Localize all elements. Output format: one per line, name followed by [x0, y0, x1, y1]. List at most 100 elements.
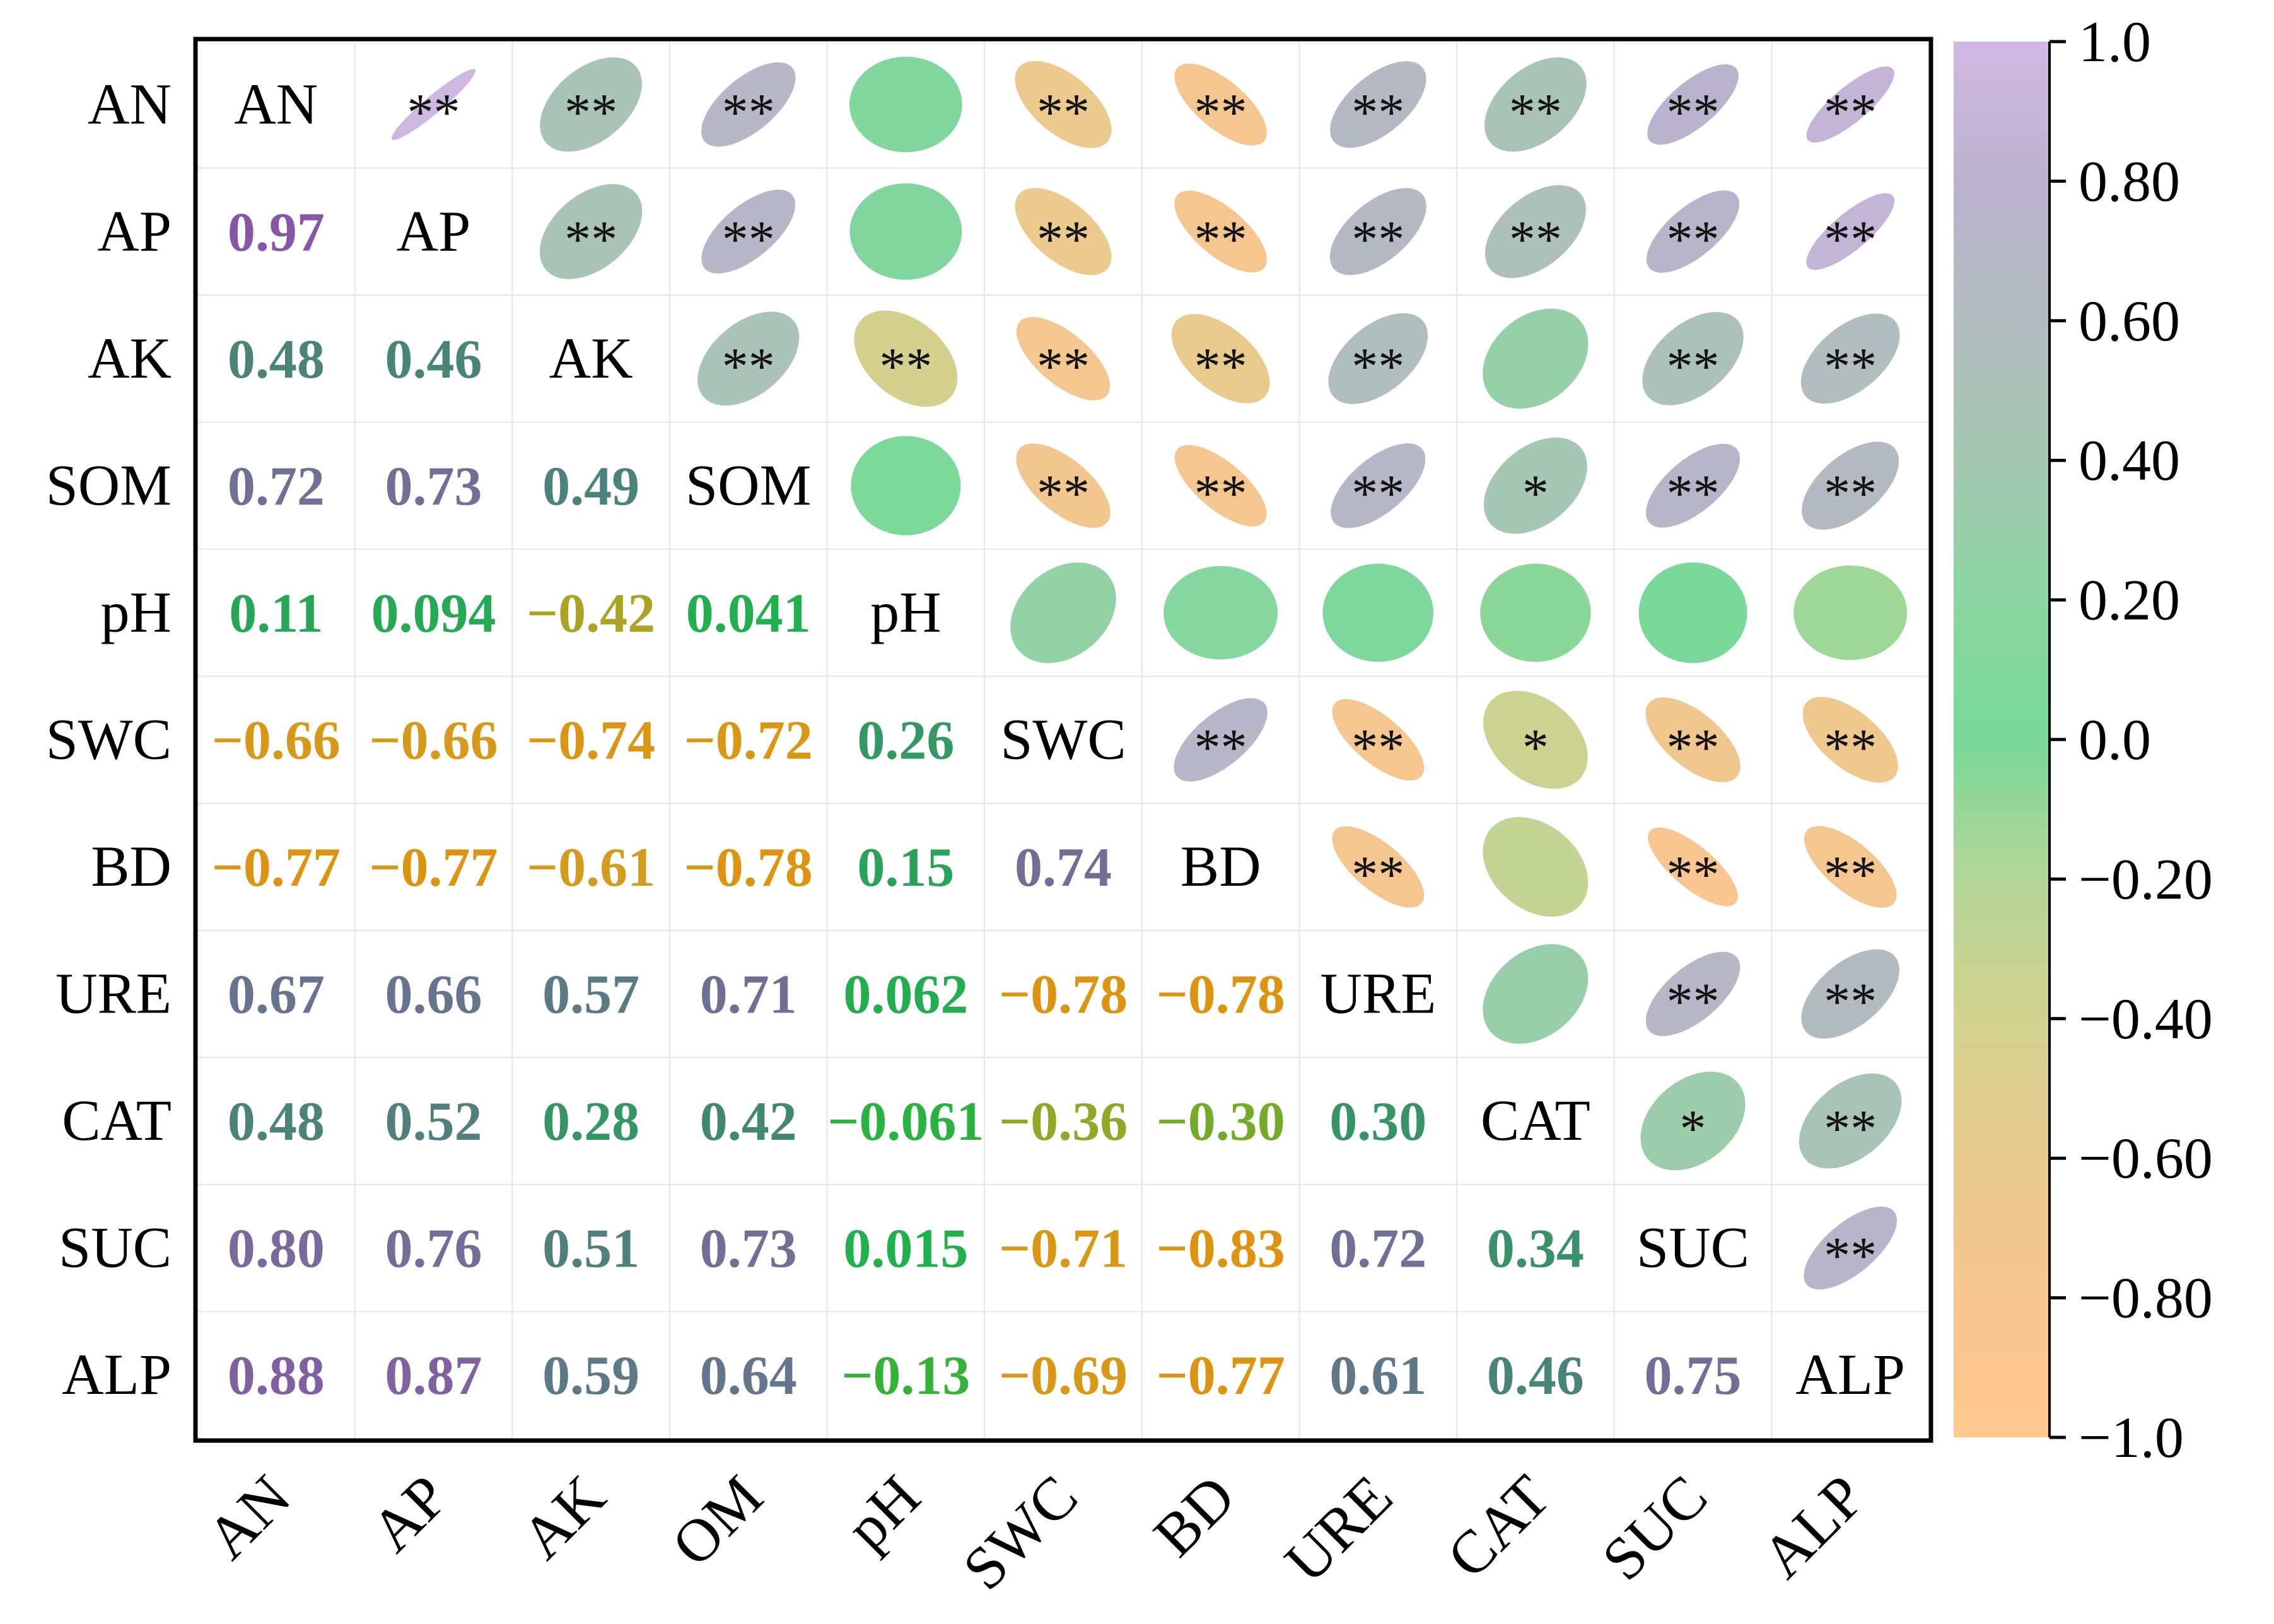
- correlation-ellipse: [1483, 817, 1589, 917]
- correlation-ellipse: [391, 69, 475, 141]
- colorbar-tick-label: 1.0: [2079, 9, 2151, 74]
- colorbar-tick-label: 0.80: [2079, 149, 2180, 213]
- correlation-value: 0.48: [228, 329, 325, 390]
- correlation-ellipse: [1640, 1071, 1746, 1171]
- correlation-value: −0.66: [369, 710, 498, 772]
- significance-marker: **: [1351, 845, 1404, 904]
- x-tick-label: ALP: [1749, 1462, 1877, 1591]
- correlation-ellipse: [1645, 697, 1740, 782]
- significance-marker: **: [1824, 845, 1877, 904]
- correlation-value: 0.61: [1329, 1345, 1426, 1406]
- significance-marker: **: [1037, 464, 1090, 523]
- x-tick-label: OM: [659, 1462, 776, 1579]
- correlation-value: 0.46: [385, 329, 482, 390]
- colorbar-tick-label: −0.40: [2079, 987, 2213, 1051]
- x-tick-label: AN: [194, 1462, 303, 1572]
- correlation-ellipse: [1647, 64, 1739, 145]
- significance-marker: **: [1824, 337, 1877, 396]
- correlation-ellipse: [1174, 63, 1267, 146]
- x-tick-label: AP: [358, 1462, 460, 1564]
- correlation-ellipse: [1332, 826, 1425, 908]
- correlation-ellipse: [1483, 690, 1588, 789]
- significance-marker: **: [407, 83, 460, 142]
- x-tick-label: pH: [833, 1462, 933, 1562]
- correlation-ellipse: [1329, 188, 1426, 276]
- correlation-value: 0.59: [542, 1345, 639, 1406]
- correlation-ellipse: [1163, 566, 1278, 660]
- correlation-ellipse: [1799, 1073, 1902, 1169]
- diagonal-label: SUC: [1636, 1215, 1749, 1280]
- correlation-ellipse: [697, 311, 800, 406]
- significance-marker: **: [1351, 464, 1404, 523]
- significance-marker: *: [1680, 1099, 1706, 1158]
- significance-marker: **: [564, 210, 617, 269]
- significance-marker: **: [1667, 83, 1720, 142]
- correlation-value: 0.72: [1329, 1219, 1426, 1280]
- significance-marker: **: [1824, 1227, 1877, 1285]
- significance-marker: **: [1667, 719, 1720, 777]
- significance-marker: **: [1824, 973, 1877, 1031]
- row-labels: AN AP AK SOM pH SWC BD URE CAT SUC ALP: [46, 72, 172, 1406]
- correlation-value: 0.67: [228, 965, 325, 1026]
- correlation-ellipse: [1645, 951, 1740, 1036]
- significance-marker: **: [1667, 845, 1720, 904]
- significance-marker: *: [1522, 464, 1549, 523]
- correlation-value: −0.42: [527, 583, 655, 644]
- correlation-ellipse: [1800, 313, 1900, 404]
- correlation-value: 0.74: [1015, 837, 1112, 898]
- correlation-value: −0.78: [999, 965, 1128, 1026]
- row-label: pH: [101, 580, 172, 644]
- correlation-ellipse: [1015, 61, 1112, 148]
- cell-labels: AN ** ** ** ** ** ** ** ** **0.97 AP ** ** ** ** ** ** **…: [212, 72, 1905, 1406]
- correlation-ellipse: [1483, 944, 1589, 1044]
- correlation-value: 0.72: [228, 456, 325, 517]
- correlation-ellipse: [1174, 190, 1267, 273]
- upper-triangle-ellipses: [391, 56, 1908, 1290]
- correlation-ellipse: [1646, 190, 1740, 273]
- significance-marker: **: [1824, 210, 1877, 269]
- correlation-value: 0.15: [857, 837, 954, 898]
- correlation-ellipse: [1480, 564, 1591, 662]
- correlation-value: −0.61: [527, 837, 655, 898]
- correlation-value: −0.83: [1157, 1219, 1285, 1280]
- x-tick-label: URE: [1272, 1462, 1405, 1595]
- correlation-ellipse: [1171, 314, 1270, 403]
- correlation-ellipse: [539, 183, 643, 279]
- diagonal-label: BD: [1181, 834, 1261, 898]
- correlation-value: −0.13: [841, 1345, 970, 1406]
- correlation-value: 0.062: [843, 965, 968, 1026]
- colorbar-tick-label: −0.20: [2079, 847, 2213, 911]
- correlation-value: 0.49: [542, 456, 639, 517]
- significance-marker: **: [1667, 210, 1720, 269]
- row-label: AN: [88, 72, 172, 136]
- correlation-ellipse: [701, 189, 796, 274]
- correlation-value: −0.72: [684, 710, 813, 772]
- correlation-value: −0.71: [999, 1219, 1128, 1280]
- correlation-value: −0.66: [212, 710, 341, 772]
- correlation-value: 0.48: [228, 1091, 325, 1152]
- significance-marker: **: [1194, 337, 1247, 396]
- correlation-value: −0.77: [1157, 1345, 1285, 1406]
- correlation-ellipse: [1484, 57, 1587, 152]
- diagonal-label: CAT: [1481, 1088, 1590, 1152]
- correlation-value: 0.28: [542, 1091, 639, 1152]
- correlation-ellipse: [1015, 188, 1112, 276]
- correlation-ellipse: [1648, 827, 1738, 907]
- diagonal-label: AK: [549, 326, 633, 390]
- significance-marker: **: [879, 337, 932, 396]
- correlation-ellipse: [849, 183, 962, 280]
- correlation-value: 0.26: [857, 710, 954, 772]
- correlation-value: 0.73: [700, 1219, 797, 1280]
- correlation-value: 0.80: [228, 1219, 325, 1280]
- significance-marker: **: [1194, 83, 1247, 142]
- correlation-ellipse: [1328, 313, 1428, 404]
- diagonal-label: ALP: [1795, 1342, 1905, 1406]
- significance-marker: **: [722, 337, 775, 396]
- correlation-value: 0.34: [1487, 1219, 1584, 1280]
- correlation-ellipse: [1804, 1206, 1898, 1290]
- correlation-value: 0.57: [542, 965, 639, 1026]
- correlation-ellipse: [1638, 562, 1747, 663]
- x-tick-label: SWC: [950, 1462, 1090, 1603]
- correlation-ellipse: [1801, 949, 1900, 1039]
